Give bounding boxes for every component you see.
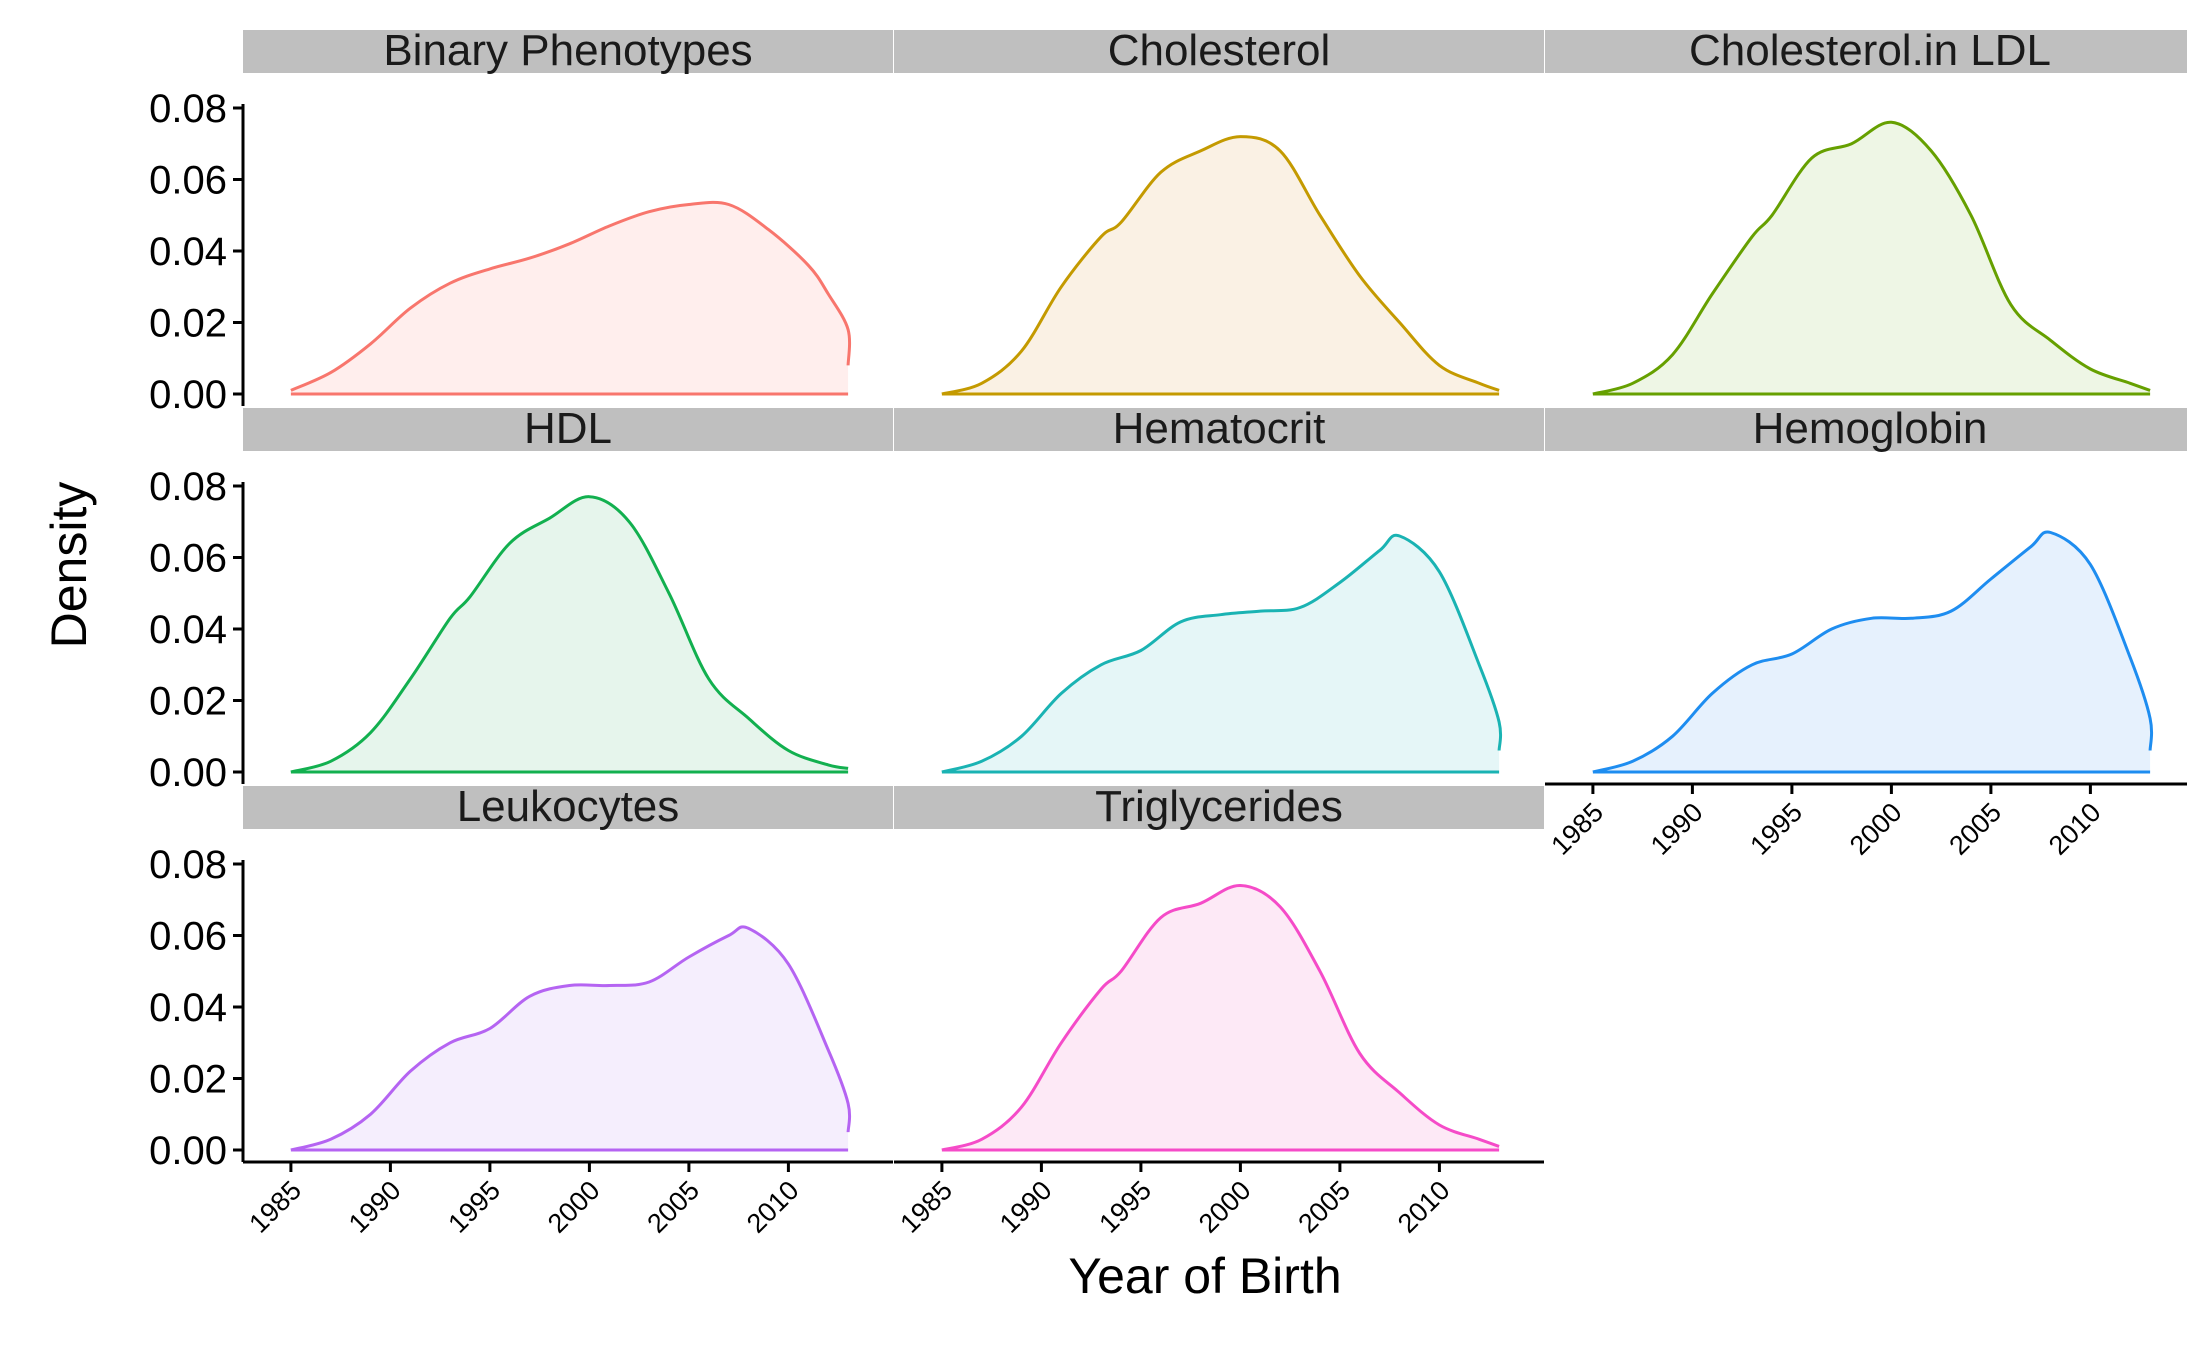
density-fill	[290, 926, 850, 1150]
facet-hematocrit: Hematocrit	[894, 404, 1544, 774]
y-tick-label: 0.08	[149, 465, 227, 509]
x-tick-label: 1990	[994, 1175, 1058, 1239]
y-tick-label: 0.06	[149, 915, 227, 959]
x-tick-label: 2000	[542, 1175, 606, 1239]
density-line	[290, 925, 852, 1152]
x-axis-title: Year of Birth	[1068, 1248, 1341, 1304]
facet-strip-label: Triglycerides	[1095, 782, 1343, 831]
x-tick-label: 2010	[1392, 1175, 1456, 1239]
y-tick-label: 0.02	[149, 680, 227, 724]
y-tick-label: 0.04	[149, 608, 227, 652]
x-tick-label: 1985	[894, 1175, 958, 1239]
facet-strip	[1545, 408, 2187, 451]
y-tick-label: 0.02	[149, 302, 227, 346]
density-fill	[941, 136, 1500, 394]
y-tick-label: 0.06	[149, 537, 227, 581]
x-tick-label: 1990	[343, 1175, 407, 1239]
facet-leukocytes: Leukocytes 0.00 0.02 0.04 0.06 0.08 1985 1990 19…	[149, 782, 893, 1239]
x-tick-label: 1995	[1093, 1175, 1157, 1239]
facet-strip	[894, 30, 1544, 73]
y-tick-label: 0.00	[149, 373, 227, 417]
x-tick-label: 2010	[2043, 797, 2107, 861]
facet-strip-label: Leukocytes	[457, 782, 680, 831]
density-line	[290, 495, 849, 774]
x-tick-label: 2000	[1193, 1175, 1257, 1239]
facet-strip	[1545, 30, 2187, 73]
density-fill	[941, 885, 1500, 1150]
density-line	[941, 533, 1503, 774]
x-tick-label: 1995	[442, 1175, 506, 1239]
facet-strip-label: HDL	[524, 404, 612, 453]
y-tick-label: 0.06	[149, 159, 227, 203]
facet-strip	[243, 408, 893, 451]
facet-triglycerides: Triglycerides 1985 1990 1995 2000 2005 2010	[894, 782, 1544, 1239]
facet-strip	[243, 30, 893, 73]
density-fill	[1592, 531, 2152, 772]
facet-hemoglobin: Hemoglobin 1985 1990 1995 2000 2005 2010	[1545, 404, 2187, 861]
facet-strip	[894, 786, 1544, 829]
x-tick-label: 2005	[1292, 1175, 1356, 1239]
x-tick-label: 1990	[1645, 797, 1709, 861]
facet-strip-label: Hematocrit	[1113, 404, 1326, 453]
facet-binary-phenotypes: Binary Phenotypes 0.00 0.02 0.04 0.06 0.08	[149, 26, 893, 417]
facet-strip	[243, 786, 893, 829]
facet-strip-label: Binary Phenotypes	[383, 26, 752, 75]
x-tick-label: 2000	[1844, 797, 1908, 861]
density-fill	[290, 202, 850, 394]
facet-strip-label: Hemoglobin	[1753, 404, 1988, 453]
y-tick-label: 0.08	[149, 843, 227, 887]
x-tick-label: 1995	[1744, 797, 1808, 861]
facet-cholesterol-in-ldl: Cholesterol.in LDL	[1545, 26, 2187, 396]
density-line	[941, 135, 1500, 396]
y-tick-label: 0.00	[149, 1129, 227, 1173]
x-tick-label: 2010	[741, 1175, 805, 1239]
density-line	[290, 200, 852, 392]
facet-strip-label: Cholesterol.in LDL	[1689, 26, 2051, 75]
facet-hdl: HDL 0.00 0.02 0.04 0.06 0.08	[149, 404, 893, 795]
x-tick-label: 1985	[1545, 797, 1609, 861]
density-fill	[1592, 122, 2151, 394]
density-line	[941, 883, 1500, 1152]
x-tick-label: 1985	[243, 1175, 307, 1239]
y-tick-label: 0.04	[149, 986, 227, 1030]
facet-strip	[894, 408, 1544, 451]
x-tick-label: 2005	[1943, 797, 2007, 861]
density-line	[1592, 530, 2154, 774]
facet-panels: Binary Phenotypes 0.00 0.02 0.04 0.06 0.08 Cho…	[149, 26, 2187, 1239]
density-line	[1592, 120, 2151, 396]
y-tick-label: 0.08	[149, 87, 227, 131]
y-axis-title: Density	[41, 482, 97, 649]
density-fill	[290, 496, 849, 772]
y-tick-label: 0.02	[149, 1058, 227, 1102]
facet-cholesterol: Cholesterol	[894, 26, 1544, 396]
density-fill	[941, 535, 1501, 772]
y-tick-label: 0.04	[149, 230, 227, 274]
x-tick-label: 2005	[641, 1175, 705, 1239]
y-tick-label: 0.00	[149, 751, 227, 795]
facet-strip-label: Cholesterol	[1108, 26, 1331, 75]
